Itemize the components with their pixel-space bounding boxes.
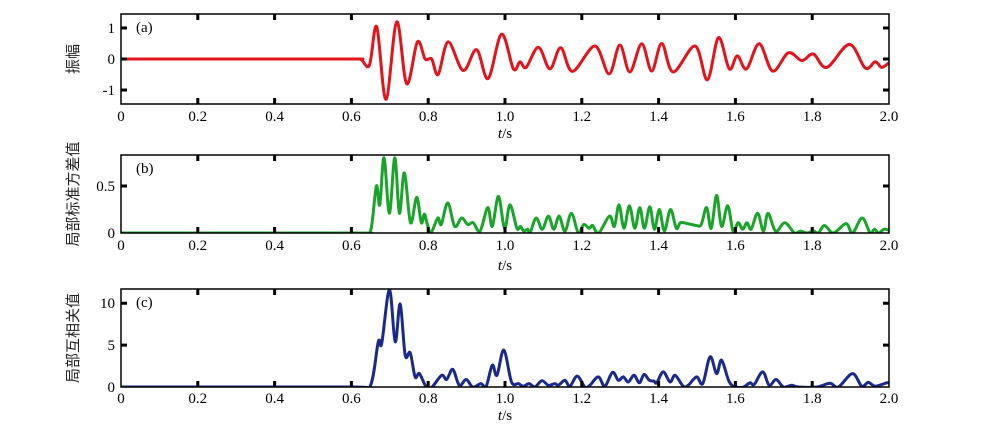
x-tick-label: 2.0 [880, 238, 899, 254]
x-tick-label: 1.2 [572, 391, 591, 407]
x-tick-label: 1.2 [572, 109, 591, 125]
x-tick-label: 1.4 [649, 238, 668, 254]
x-tick-label: 1.4 [649, 109, 668, 125]
y-tick-label: 0 [108, 380, 116, 396]
panel-c: 0 0.2 0.4 0.6 0.8 1.0 1.2 1.4 1.6 1.8 2.0 10 5 0 (c) 局部… [65, 288, 899, 424]
axes-frame [120, 154, 890, 234]
x-tick-label: 2.0 [880, 391, 899, 407]
x-tick-label: 0.6 [342, 238, 361, 254]
y-tick-label: 0 [108, 52, 116, 68]
y-axis-label: 振幅 [65, 44, 82, 74]
y-axis-label: 局部互相关值 [65, 293, 82, 383]
panel-b: 0 0.2 0.4 0.6 0.8 1.0 1.2 1.4 1.6 1.8 2.0 0.5 0 (b) 局部… [65, 141, 898, 274]
x-axis-label-unit: /s [502, 408, 512, 424]
x-axis-label-unit: /s [502, 126, 512, 142]
x-tick-label: 0 [117, 391, 125, 407]
x-axis-label-var: t [498, 408, 503, 424]
y-tick-label: 1 [108, 21, 116, 37]
x-tick-label: 0 [117, 109, 125, 125]
x-tick-label: 1.4 [649, 391, 668, 407]
x-tick-label: 1.6 [726, 109, 745, 125]
y-tick-label: 0.5 [96, 179, 115, 195]
x-tick-label: 1.8 [803, 238, 822, 254]
y-tick-label: 0 [108, 226, 116, 242]
x-axis-label-unit: /s [502, 258, 512, 274]
x-tick-label: 0.8 [419, 238, 438, 254]
x-tick-label: 0 [117, 238, 125, 254]
axes-frame [120, 288, 890, 388]
x-tick-label: 0.2 [188, 109, 207, 125]
x-tick-label: 0.2 [188, 391, 207, 407]
x-tick-label: 1.0 [496, 391, 515, 407]
series-line [121, 156, 889, 233]
panel-label: (a) [136, 20, 153, 36]
panel-a: 0 0.2 0.4 0.6 0.8 1.0 1.2 1.4 1.6 1.8 2.010-1(a)振幅… [65, 13, 899, 142]
x-axis-label-var: t [498, 258, 503, 274]
y-tick-label: 10 [100, 296, 115, 312]
panel-label: (b) [136, 161, 154, 177]
y-tick-label: -1 [103, 83, 116, 99]
x-tick-label: 0.2 [188, 238, 207, 254]
x-tick-label: 1.0 [496, 238, 515, 254]
x-axis-label-var: t [498, 126, 503, 142]
series-line [121, 20, 889, 101]
x-tick-label: 0.8 [419, 109, 438, 125]
x-tick-label: 0.4 [265, 109, 284, 125]
x-tick-label: 0.8 [419, 391, 438, 407]
x-tick-label: 0.4 [265, 391, 284, 407]
series-line [121, 289, 889, 387]
x-tick-label: 0.6 [342, 109, 361, 125]
x-tick-label: 1.0 [496, 109, 515, 125]
x-tick-label: 1.6 [726, 391, 745, 407]
y-axis-label: 局部标准方差值 [65, 141, 82, 246]
x-axis-label: t/s [498, 258, 512, 274]
x-axis-label: t/s [498, 126, 512, 142]
x-tick-label: 2.0 [880, 109, 899, 125]
y-tick-label: 5 [108, 338, 116, 354]
x-axis-label: t/s [498, 408, 512, 424]
x-tick-label: 1.2 [572, 238, 591, 254]
x-tick-label: 0.4 [265, 238, 284, 254]
x-tick-label: 1.8 [803, 109, 822, 125]
x-tick-label: 0.6 [342, 391, 361, 407]
x-tick-label: 1.6 [726, 238, 745, 254]
x-tick-label: 1.8 [803, 391, 822, 407]
panel-label: (c) [136, 295, 153, 311]
